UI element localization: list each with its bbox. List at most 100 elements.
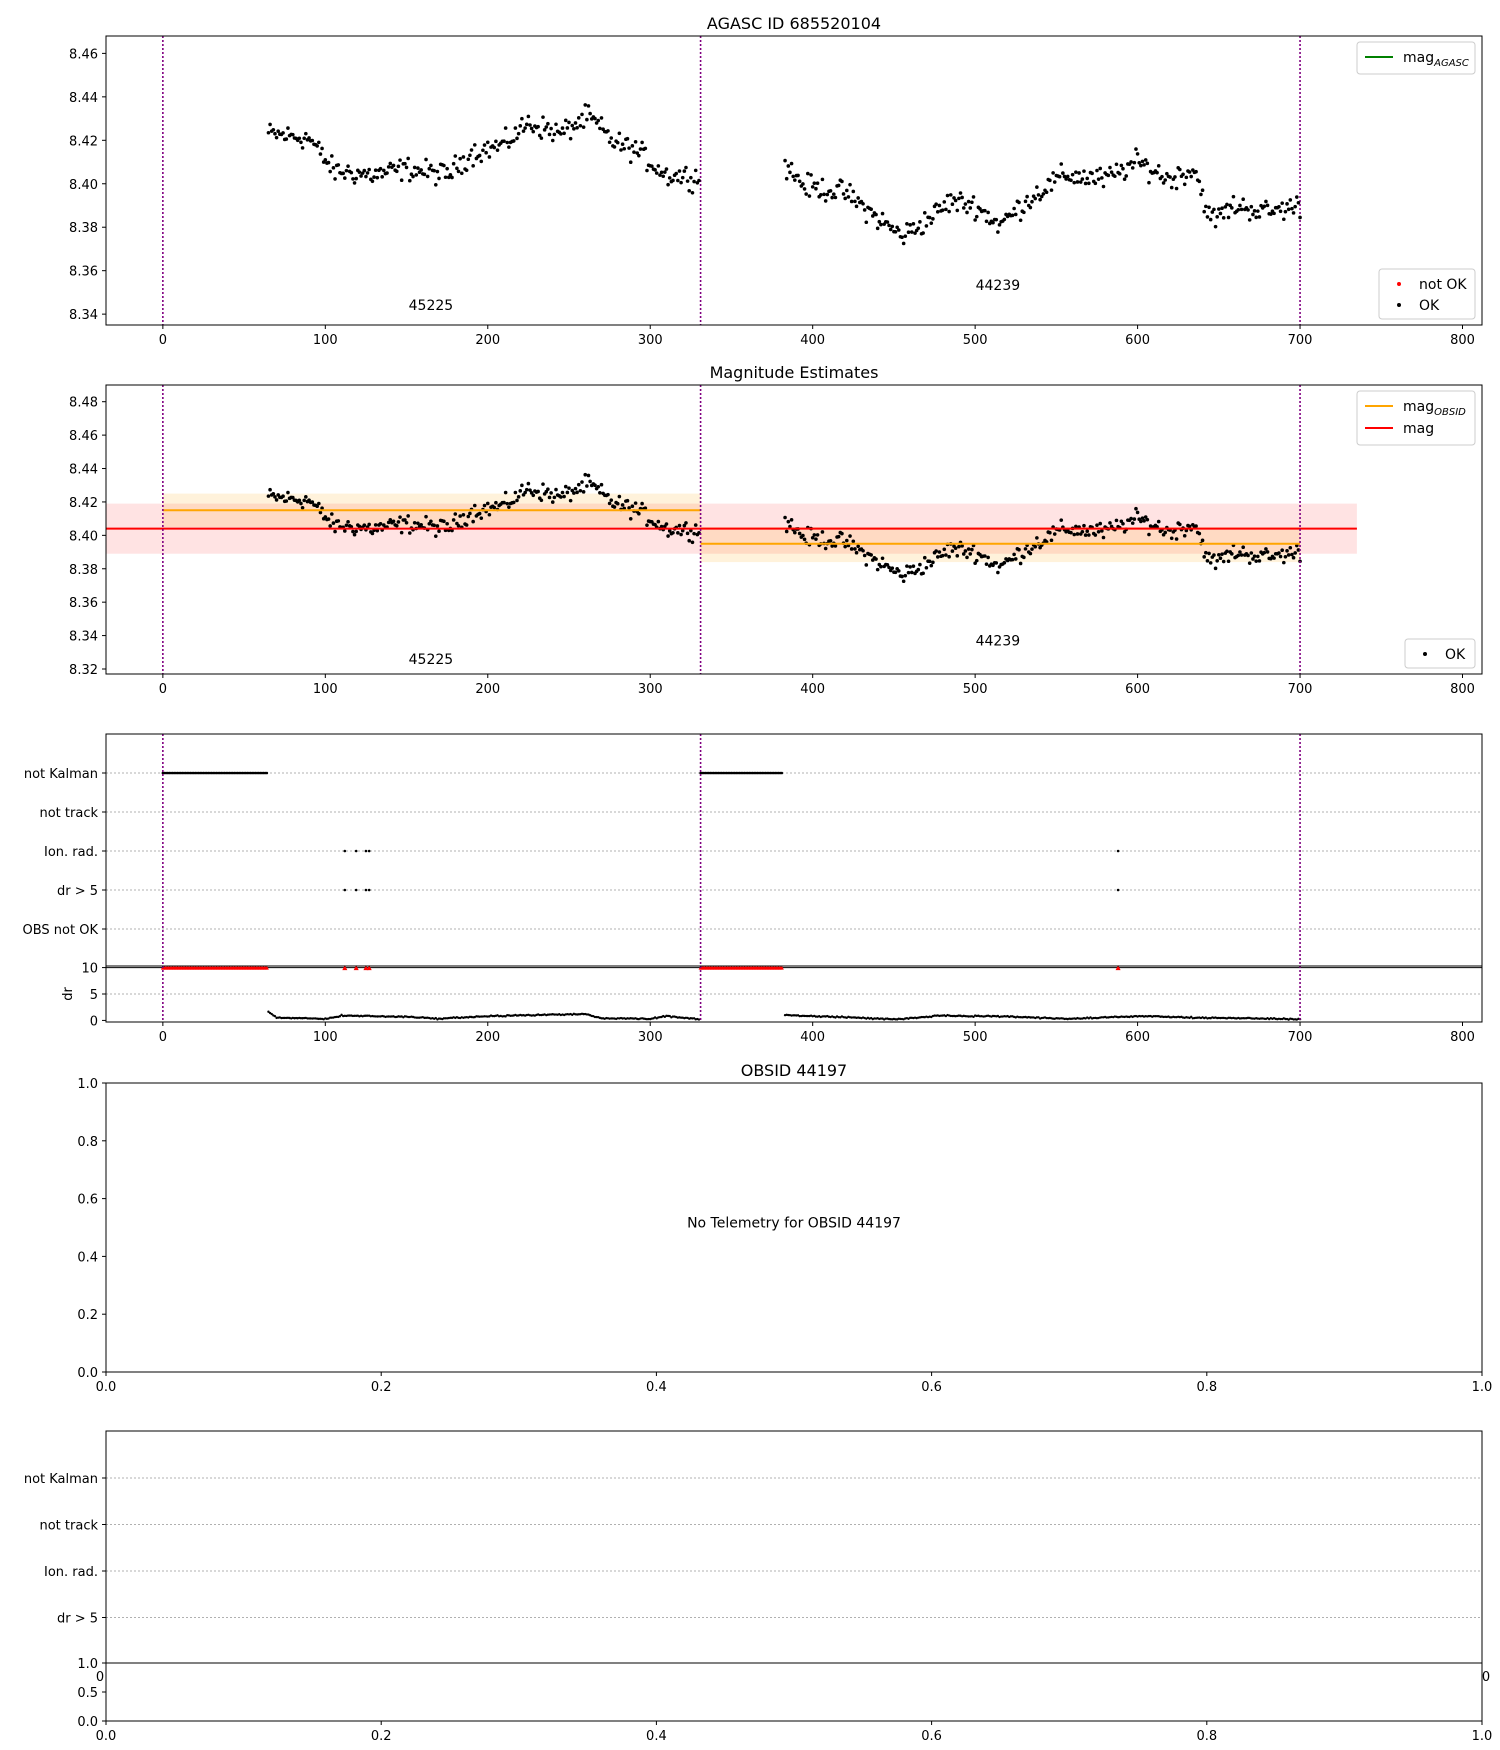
data-point xyxy=(391,519,396,524)
dr-capped-marker xyxy=(366,965,372,971)
data-point xyxy=(966,547,971,551)
data-point xyxy=(477,153,482,158)
data-point xyxy=(1290,552,1294,557)
data-point xyxy=(823,199,828,203)
data-point xyxy=(807,194,812,198)
data-point xyxy=(1241,545,1245,550)
data-point xyxy=(950,549,955,553)
data-point xyxy=(606,129,610,133)
data-point xyxy=(1070,172,1075,177)
data-point xyxy=(549,126,553,131)
y-tick-label: 0.6 xyxy=(77,1193,98,1208)
data-point xyxy=(1213,566,1218,571)
data-point xyxy=(1145,161,1150,166)
data-point xyxy=(666,182,670,187)
data-point xyxy=(1013,212,1018,217)
data-point xyxy=(942,547,947,552)
data-point xyxy=(495,148,500,152)
data-point xyxy=(963,549,968,553)
data-point xyxy=(911,564,916,568)
data-point xyxy=(797,531,802,536)
x-tick-label: 100 xyxy=(313,1030,338,1045)
data-point xyxy=(380,175,384,179)
data-point xyxy=(851,539,856,544)
data-point xyxy=(1160,174,1164,179)
x-tick-label: 0.0 xyxy=(96,1729,117,1744)
data-point xyxy=(935,555,940,559)
data-point xyxy=(352,181,357,185)
data-point xyxy=(844,538,849,543)
data-point xyxy=(1096,530,1101,534)
x-tick-label: 600 xyxy=(1125,333,1150,348)
data-point xyxy=(494,139,498,144)
data-point xyxy=(1069,178,1073,183)
data-point xyxy=(328,169,332,174)
data-point xyxy=(394,523,399,528)
data-point xyxy=(617,131,622,136)
y-tick-label: 8.32 xyxy=(69,663,98,678)
data-point xyxy=(268,122,272,127)
data-point xyxy=(791,174,795,179)
data-point xyxy=(958,191,963,195)
data-point xyxy=(627,146,631,150)
data-point xyxy=(1213,224,1218,229)
data-point xyxy=(635,151,640,155)
data-point xyxy=(331,166,336,170)
dr-panel: 0 100 200 300 400 500 600 700 800 0 5 10 dr xyxy=(61,962,1483,1045)
data-point xyxy=(1220,206,1224,211)
data-point xyxy=(425,174,430,179)
data-point xyxy=(1202,209,1207,214)
data-point xyxy=(1236,207,1241,212)
dr-axis-label: dr xyxy=(61,987,76,1001)
data-point xyxy=(1291,555,1296,560)
data-point xyxy=(1178,167,1182,172)
data-point xyxy=(1101,535,1106,540)
x-tick-label: 400 xyxy=(800,682,825,697)
data-point xyxy=(905,564,909,568)
data-point xyxy=(419,522,423,527)
data-point xyxy=(546,487,550,491)
x-tick-label: 0.6 xyxy=(921,1729,942,1744)
annotation-label: 44239 xyxy=(976,634,1021,650)
data-point xyxy=(1074,170,1078,174)
data-point xyxy=(849,547,854,551)
data-point xyxy=(874,212,878,217)
data-point xyxy=(1121,521,1125,526)
data-point xyxy=(1262,550,1267,555)
data-point xyxy=(570,123,575,128)
data-point xyxy=(934,202,938,206)
data-point xyxy=(692,531,696,536)
flag-category-label: Ion. rad. xyxy=(44,1565,98,1580)
panel-background xyxy=(106,1663,1482,1721)
data-point xyxy=(541,482,545,486)
y-tick-label: 8.38 xyxy=(69,563,98,578)
data-point xyxy=(1052,180,1057,184)
data-point xyxy=(336,163,341,167)
data-point xyxy=(905,221,909,226)
data-point xyxy=(511,500,516,505)
data-point xyxy=(412,520,417,525)
data-point xyxy=(968,552,973,556)
data-point xyxy=(1025,194,1029,199)
x-tick-label: 0.2 xyxy=(371,1380,392,1395)
data-point xyxy=(536,124,540,129)
data-point xyxy=(609,136,614,140)
x-tick-label: 500 xyxy=(963,1030,988,1045)
data-point xyxy=(1212,207,1216,212)
data-point xyxy=(1122,177,1127,182)
data-point xyxy=(1174,537,1179,541)
data-point xyxy=(1218,211,1223,216)
legend-box xyxy=(1404,638,1476,669)
data-point xyxy=(388,517,393,522)
data-point xyxy=(848,182,852,187)
y-tick-label: 8.42 xyxy=(69,134,98,149)
data-point xyxy=(375,528,380,533)
data-point xyxy=(1286,207,1291,212)
data-point xyxy=(809,173,813,177)
data-point xyxy=(963,202,968,206)
data-point xyxy=(687,538,692,543)
chart-title: OBSID 44197 xyxy=(741,1061,847,1080)
data-point xyxy=(844,188,849,193)
data-point xyxy=(869,207,873,212)
flag-category-label: dr > 5 xyxy=(57,884,98,899)
